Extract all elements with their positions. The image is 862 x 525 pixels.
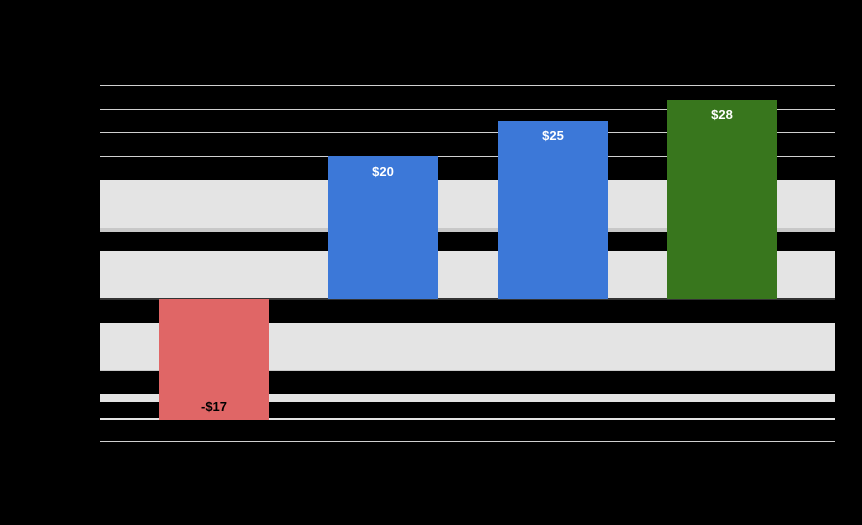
gridline	[100, 418, 835, 420]
background-band	[100, 394, 835, 402]
bar-value-label: $20	[372, 164, 394, 179]
gridline	[100, 441, 835, 442]
bar-value-label: $25	[542, 128, 564, 143]
bar-3[interactable]: $25	[498, 121, 608, 299]
gridline	[100, 156, 835, 157]
bar-2[interactable]: $20	[328, 156, 438, 299]
gridline	[100, 132, 835, 133]
bar-1[interactable]: -$17	[159, 299, 269, 420]
plot-area: -$17 $20 $25 $28	[100, 0, 835, 525]
bar-value-label: $28	[711, 107, 733, 122]
background-band	[100, 228, 835, 232]
bar-4[interactable]: $28	[667, 100, 777, 299]
bar-value-label: -$17	[200, 399, 228, 414]
zero-axis-line	[100, 298, 835, 300]
background-band	[100, 370, 835, 371]
gridline	[100, 85, 835, 86]
gridline	[100, 109, 835, 110]
